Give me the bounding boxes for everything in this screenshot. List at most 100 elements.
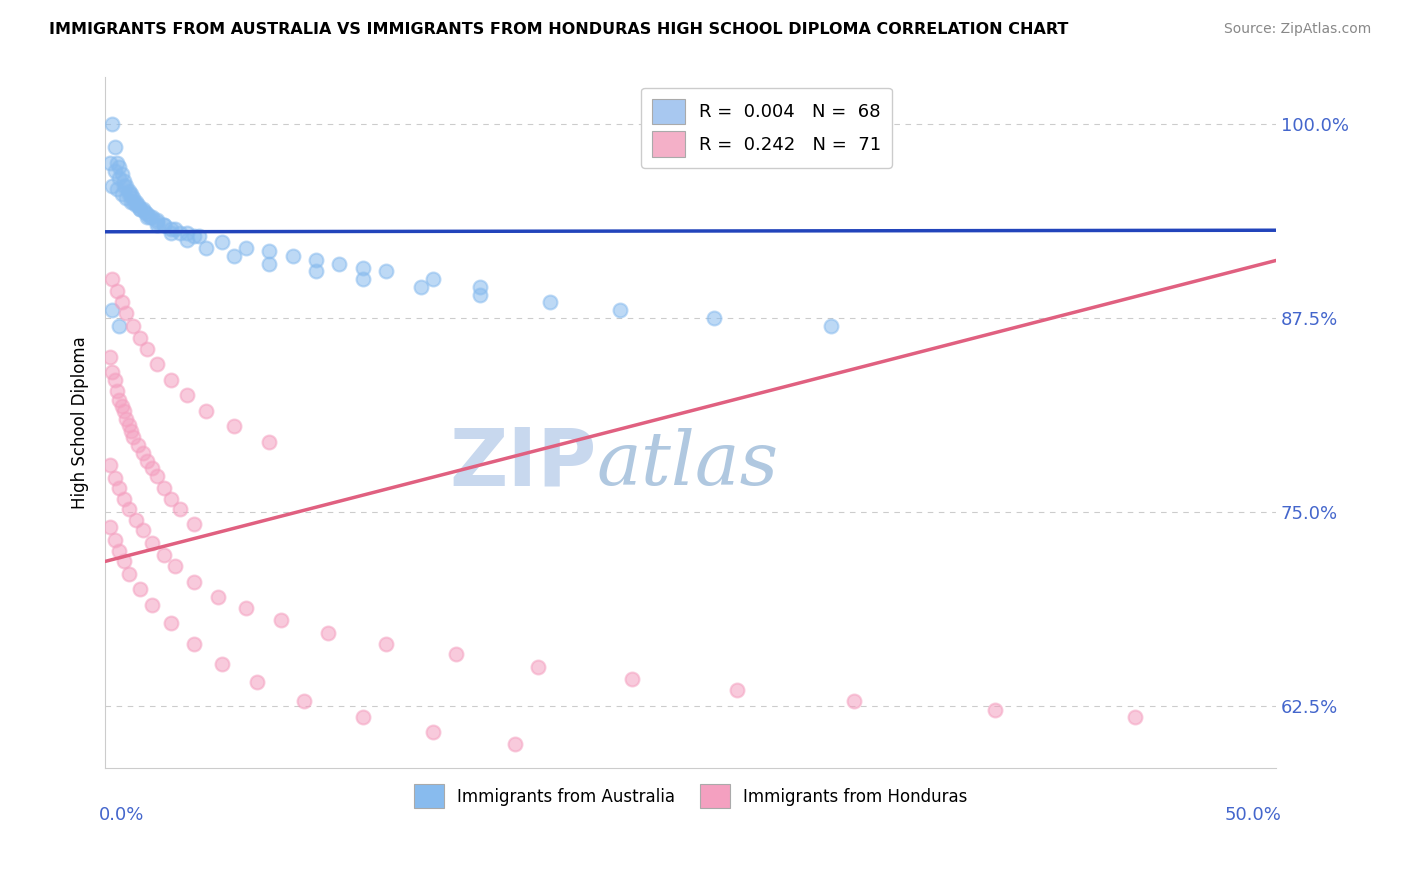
Point [115, 191, 138, 205]
Point [98, 458, 121, 473]
Point [446, 648, 468, 662]
Text: ZIP: ZIP [450, 425, 598, 503]
Point [159, 492, 181, 507]
Point [98, 520, 121, 534]
Point [609, 303, 631, 318]
Point [165, 222, 187, 236]
Point [98, 155, 121, 169]
Text: 50.0%: 50.0% [1225, 805, 1282, 823]
Point [468, 287, 491, 301]
Point [725, 683, 748, 698]
Point [141, 598, 163, 612]
Point [117, 186, 139, 201]
Point [194, 404, 217, 418]
Point [101, 272, 124, 286]
Point [120, 186, 142, 201]
Point [124, 197, 146, 211]
Point [105, 182, 128, 196]
Point [124, 512, 146, 526]
Point [211, 657, 233, 671]
Point [422, 725, 444, 739]
Point [352, 272, 374, 286]
Point [110, 295, 132, 310]
Point [183, 637, 205, 651]
Point [101, 117, 124, 131]
Point [468, 280, 491, 294]
Point [141, 536, 163, 550]
Point [1125, 709, 1147, 723]
Point [292, 694, 315, 708]
Point [117, 184, 139, 198]
Point [235, 601, 257, 615]
Legend: Immigrants from Australia, Immigrants from Honduras: Immigrants from Australia, Immigrants fr… [404, 774, 977, 818]
Point [136, 207, 159, 221]
Point [145, 218, 167, 232]
Point [129, 582, 152, 597]
Point [124, 194, 146, 209]
Point [117, 566, 139, 581]
Point [105, 285, 128, 299]
Point [527, 660, 550, 674]
Point [120, 424, 142, 438]
Point [207, 590, 229, 604]
Text: Source: ZipAtlas.com: Source: ZipAtlas.com [1223, 22, 1371, 37]
Point [194, 241, 217, 255]
Point [136, 210, 159, 224]
Point [108, 161, 131, 175]
Point [375, 264, 398, 278]
Point [112, 174, 135, 188]
Point [183, 228, 205, 243]
Point [165, 559, 187, 574]
Point [211, 235, 233, 249]
Point [305, 253, 328, 268]
Point [110, 399, 132, 413]
Point [120, 194, 142, 209]
Point [375, 637, 398, 651]
Point [127, 197, 149, 211]
Point [145, 358, 167, 372]
Point [159, 373, 181, 387]
Point [328, 256, 350, 270]
Point [145, 213, 167, 227]
Point [108, 393, 131, 408]
Point [169, 226, 191, 240]
Point [152, 218, 174, 232]
Point [112, 554, 135, 568]
Point [176, 388, 198, 402]
Point [138, 210, 160, 224]
Point [246, 675, 269, 690]
Point [101, 303, 124, 318]
Point [187, 228, 209, 243]
Point [103, 163, 125, 178]
Text: atlas: atlas [598, 428, 779, 500]
Point [103, 533, 125, 547]
Point [122, 191, 145, 205]
Point [984, 703, 1007, 717]
Point [152, 482, 174, 496]
Point [129, 331, 152, 345]
Point [503, 738, 526, 752]
Point [136, 342, 159, 356]
Point [235, 241, 257, 255]
Point [108, 543, 131, 558]
Point [108, 171, 131, 186]
Point [122, 194, 145, 209]
Point [103, 373, 125, 387]
Point [145, 215, 167, 229]
Point [422, 272, 444, 286]
Point [152, 548, 174, 562]
Point [352, 709, 374, 723]
Text: 0.0%: 0.0% [100, 805, 145, 823]
Y-axis label: High School Diploma: High School Diploma [72, 336, 89, 509]
Point [316, 625, 339, 640]
Point [183, 517, 205, 532]
Point [131, 202, 153, 217]
Point [98, 350, 121, 364]
Point [257, 434, 280, 449]
Point [129, 202, 152, 217]
Point [257, 244, 280, 259]
Point [222, 419, 245, 434]
Point [103, 470, 125, 484]
Point [257, 256, 280, 270]
Point [169, 501, 191, 516]
